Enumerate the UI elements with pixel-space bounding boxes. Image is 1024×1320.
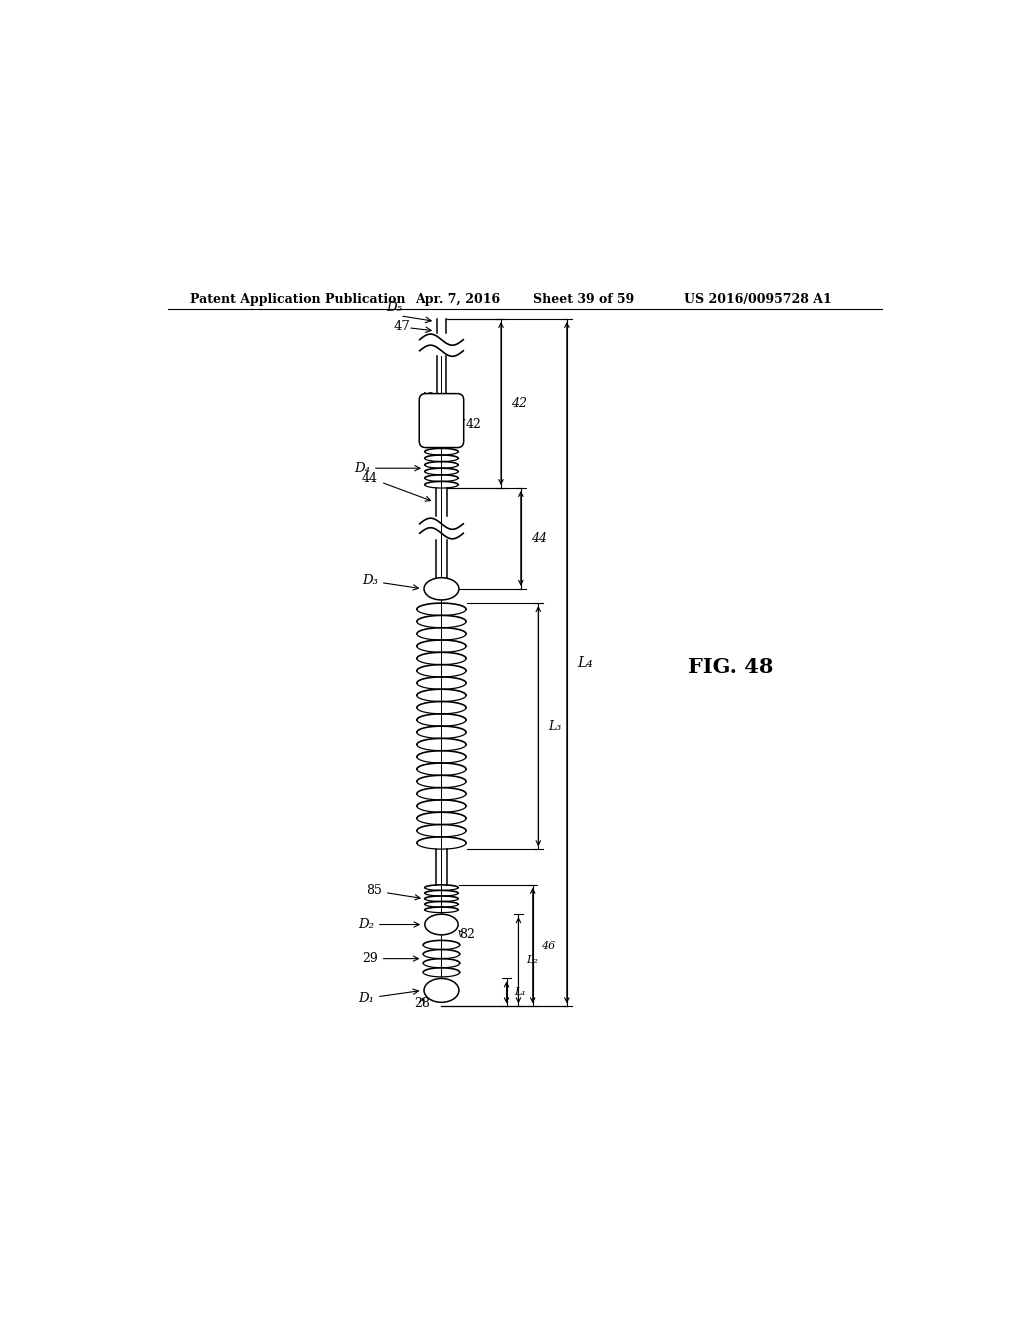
Text: FIG. 48: FIG. 48	[688, 656, 774, 677]
FancyBboxPatch shape	[419, 393, 464, 447]
Text: 42: 42	[419, 392, 435, 412]
Text: 82: 82	[459, 928, 475, 941]
Text: L₂: L₂	[526, 956, 539, 965]
Text: US 2016/0095728 A1: US 2016/0095728 A1	[684, 293, 831, 306]
Text: D₂: D₂	[358, 917, 419, 931]
Text: 44: 44	[531, 532, 547, 545]
Text: 47: 47	[393, 321, 411, 334]
Text: D₅: D₅	[386, 301, 401, 314]
Ellipse shape	[425, 915, 458, 935]
Text: D₁: D₁	[358, 989, 419, 1005]
Text: D₄: D₄	[354, 462, 420, 475]
Text: L₃: L₃	[549, 719, 562, 733]
Text: L₄: L₄	[578, 656, 593, 669]
Text: D₃: D₃	[362, 574, 419, 590]
Text: 29: 29	[362, 952, 419, 965]
Ellipse shape	[424, 978, 459, 1002]
Text: 85: 85	[366, 884, 420, 900]
Text: 46: 46	[541, 941, 555, 950]
Text: Apr. 7, 2016: Apr. 7, 2016	[416, 293, 501, 306]
Ellipse shape	[424, 578, 459, 599]
Text: L₁: L₁	[514, 987, 526, 998]
Text: 42: 42	[459, 418, 481, 432]
Text: Patent Application Publication: Patent Application Publication	[189, 293, 406, 306]
Text: 28: 28	[414, 997, 430, 1010]
Text: Sheet 39 of 59: Sheet 39 of 59	[532, 293, 634, 306]
Text: 42: 42	[511, 397, 527, 411]
Text: 44: 44	[362, 471, 430, 502]
